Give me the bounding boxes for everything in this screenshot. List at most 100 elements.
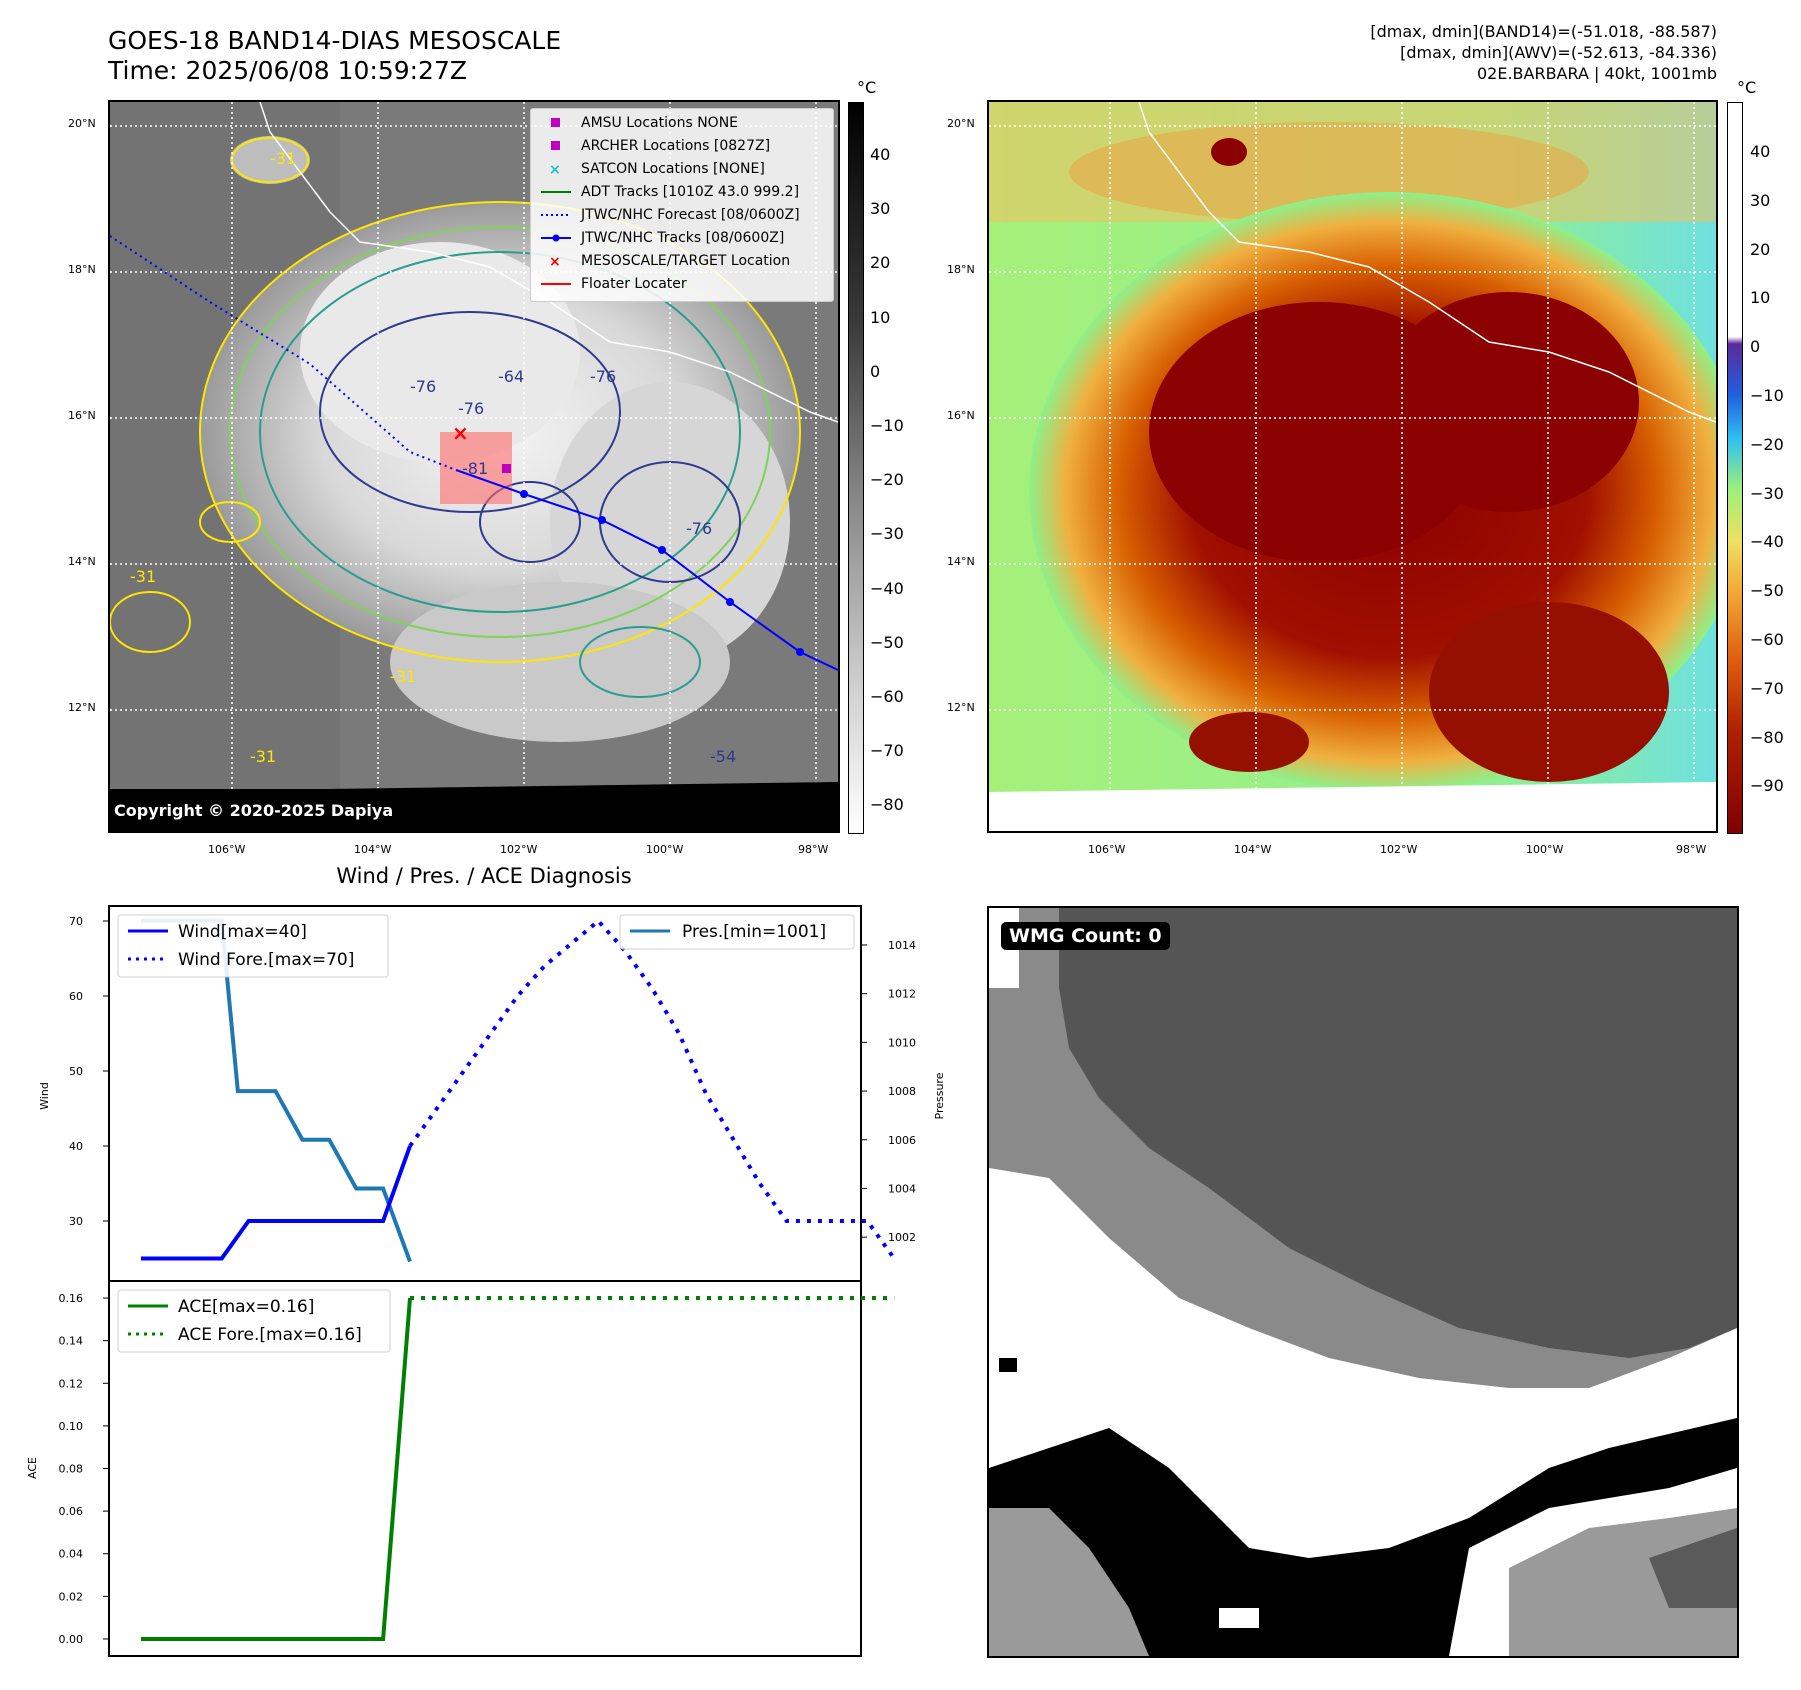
wmg-count-badge: WMG Count: 0 bbox=[1001, 922, 1170, 950]
pressure-legend: Pres.[min=1001] bbox=[619, 914, 855, 950]
lon-label: 102°W bbox=[500, 843, 538, 856]
wmg-image bbox=[989, 908, 1737, 1656]
ace-tick-label: 0.00 bbox=[59, 1633, 84, 1646]
svg-text:×: × bbox=[452, 421, 469, 445]
contour-label: -31 bbox=[390, 667, 416, 686]
colorbar-tick-label: −30 bbox=[870, 524, 904, 544]
lat-label: 18°N bbox=[947, 263, 975, 276]
contour-label: -76 bbox=[686, 519, 712, 538]
colorbar-unit: °C bbox=[857, 78, 877, 97]
lon-label: 98°W bbox=[798, 843, 829, 856]
ace-tick-label: 0.10 bbox=[59, 1420, 84, 1433]
wind-axis-label: Wind bbox=[38, 1082, 51, 1110]
lat-label: 16°N bbox=[947, 409, 975, 422]
colorbar-tick-label: −80 bbox=[1750, 727, 1784, 747]
colorbar-tick-label: −50 bbox=[870, 632, 904, 652]
wind-tick-label: 70 bbox=[69, 915, 83, 928]
ir-map-panel: × -31 -31 -31 -31 -54 -64 -76 -76 -81 -7… bbox=[108, 100, 840, 833]
lon-label: 104°W bbox=[354, 843, 392, 856]
pressure-tick-label: 1008 bbox=[888, 1085, 916, 1098]
contour-label: -31 bbox=[130, 567, 156, 586]
pressure-tick-label: 1010 bbox=[888, 1036, 916, 1049]
lat-label: 12°N bbox=[68, 701, 96, 714]
lat-label: 20°N bbox=[68, 117, 96, 130]
pressure-tick-label: 1002 bbox=[888, 1231, 916, 1244]
colorbar-right bbox=[1727, 102, 1743, 834]
ace-tick-label: 0.14 bbox=[59, 1335, 84, 1348]
lon-label: 106°W bbox=[1088, 843, 1126, 856]
colorbar-tick-label: −30 bbox=[1750, 483, 1784, 503]
info-line1: [dmax, dmin](BAND14)=(-51.018, -88.587) bbox=[1370, 22, 1717, 41]
contour-label: -76 bbox=[590, 367, 616, 386]
pressure-tick-label: 1014 bbox=[888, 939, 916, 952]
wind-tick-label: 40 bbox=[69, 1140, 83, 1153]
lat-label: 16°N bbox=[68, 409, 96, 422]
colorbar-tick-label: 30 bbox=[870, 199, 891, 219]
legend-wind: Wind[max=40] bbox=[178, 922, 307, 942]
colorbar-tick-label: −10 bbox=[1750, 386, 1784, 405]
pressure-tick-label: 1006 bbox=[888, 1134, 916, 1147]
contour-label: -76 bbox=[410, 377, 436, 396]
ace-tick-label: 0.16 bbox=[59, 1292, 84, 1305]
lat-label: 12°N bbox=[947, 701, 975, 714]
info-line2: [dmax, dmin](AWV)=(-52.613, -84.336) bbox=[1400, 43, 1717, 62]
awv-map-image bbox=[989, 102, 1716, 831]
legend-ace-forecast: ACE Fore.[max=0.16] bbox=[178, 1325, 362, 1345]
colorbar-tick-label: −10 bbox=[870, 416, 904, 435]
colorbar-tick-label: 40 bbox=[870, 145, 891, 164]
lat-label: 20°N bbox=[947, 117, 975, 130]
wind-series-line bbox=[141, 1145, 412, 1261]
contour-label: -31 bbox=[250, 747, 276, 766]
wind-tick-label: 50 bbox=[69, 1065, 83, 1078]
lat-label: 14°N bbox=[68, 555, 96, 568]
diagnosis-title: Wind / Pres. / ACE Diagnosis bbox=[336, 864, 632, 888]
colorbar-tick-label: −20 bbox=[870, 470, 904, 490]
colorbar-tick-label: 0 bbox=[870, 361, 881, 381]
ace-tick-label: 0.06 bbox=[59, 1505, 84, 1518]
colorbar-tick-label: 0 bbox=[1750, 337, 1761, 357]
wind-tick-label: 30 bbox=[69, 1215, 83, 1228]
colorbar-tick-label: −90 bbox=[1750, 776, 1784, 796]
colorbar-unit: °C bbox=[1737, 78, 1757, 97]
lat-label: 14°N bbox=[947, 555, 975, 568]
colorbar-tick-label: −40 bbox=[1750, 532, 1784, 552]
ace-tick-label: 0.04 bbox=[59, 1548, 84, 1561]
map-legend: AMSU Locations NONE ARCHER Locations [08… bbox=[530, 108, 834, 302]
info-line3: 02E.BARBARA | 40kt, 1001mb bbox=[1476, 64, 1717, 83]
copyright-text: Copyright © 2020-2025 Dapiya bbox=[110, 789, 838, 831]
colorbar-tick-label: 20 bbox=[1750, 239, 1771, 259]
colorbar-tick-label: −80 bbox=[870, 795, 904, 815]
colorbar-tick-label: 10 bbox=[870, 307, 891, 327]
lon-label: 100°W bbox=[646, 843, 684, 856]
wind-tick-label: 60 bbox=[69, 990, 83, 1003]
ace-axis-label: ACE bbox=[26, 1457, 39, 1479]
contour-label: -81 bbox=[462, 459, 488, 478]
pressure-tick-label: 1012 bbox=[888, 988, 916, 1001]
ace-legend: ACE[max=0.16] ACE Fore.[max=0.16] bbox=[117, 1289, 391, 1353]
wmg-panel: WMG Count: 0 bbox=[987, 906, 1739, 1658]
svg-text:×: × bbox=[549, 162, 561, 178]
lat-label: 18°N bbox=[68, 263, 96, 276]
colorbar-left bbox=[848, 102, 864, 834]
colorbar-tick-label: −60 bbox=[870, 687, 904, 706]
wind-legend: Wind[max=40] Wind Fore.[max=70] bbox=[117, 914, 389, 978]
ace-series-line bbox=[141, 1297, 412, 1641]
contour-label: -76 bbox=[458, 399, 484, 418]
colorbar-tick-label: −70 bbox=[870, 741, 904, 761]
diagnosis-chart: 70 60 50 40 30 1014 1012 1010 1008 1006 1004 1002 0… bbox=[26, 905, 946, 1657]
contour-label: -31 bbox=[270, 149, 296, 168]
ace-tick-label: 0.02 bbox=[59, 1590, 84, 1603]
colorbar-tick-label: −60 bbox=[1750, 630, 1784, 649]
colorbar-tick-label: −70 bbox=[1750, 678, 1784, 698]
legend-ace: ACE[max=0.16] bbox=[178, 1297, 314, 1317]
colorbar-tick-label: −40 bbox=[870, 578, 904, 598]
colorbar-tick-label: 20 bbox=[870, 253, 891, 273]
lon-label: 104°W bbox=[1234, 843, 1272, 856]
colorbar-tick-label: −20 bbox=[1750, 434, 1784, 454]
pressure-axis-label: Pressure bbox=[933, 1072, 946, 1119]
lon-label: 98°W bbox=[1676, 843, 1707, 856]
ace-tick-label: 0.08 bbox=[59, 1463, 84, 1476]
colorbar-tick-label: 30 bbox=[1750, 190, 1771, 210]
lon-label: 102°W bbox=[1380, 843, 1418, 856]
chart-title-line2: Time: 2025/06/08 10:59:27Z bbox=[108, 56, 467, 85]
